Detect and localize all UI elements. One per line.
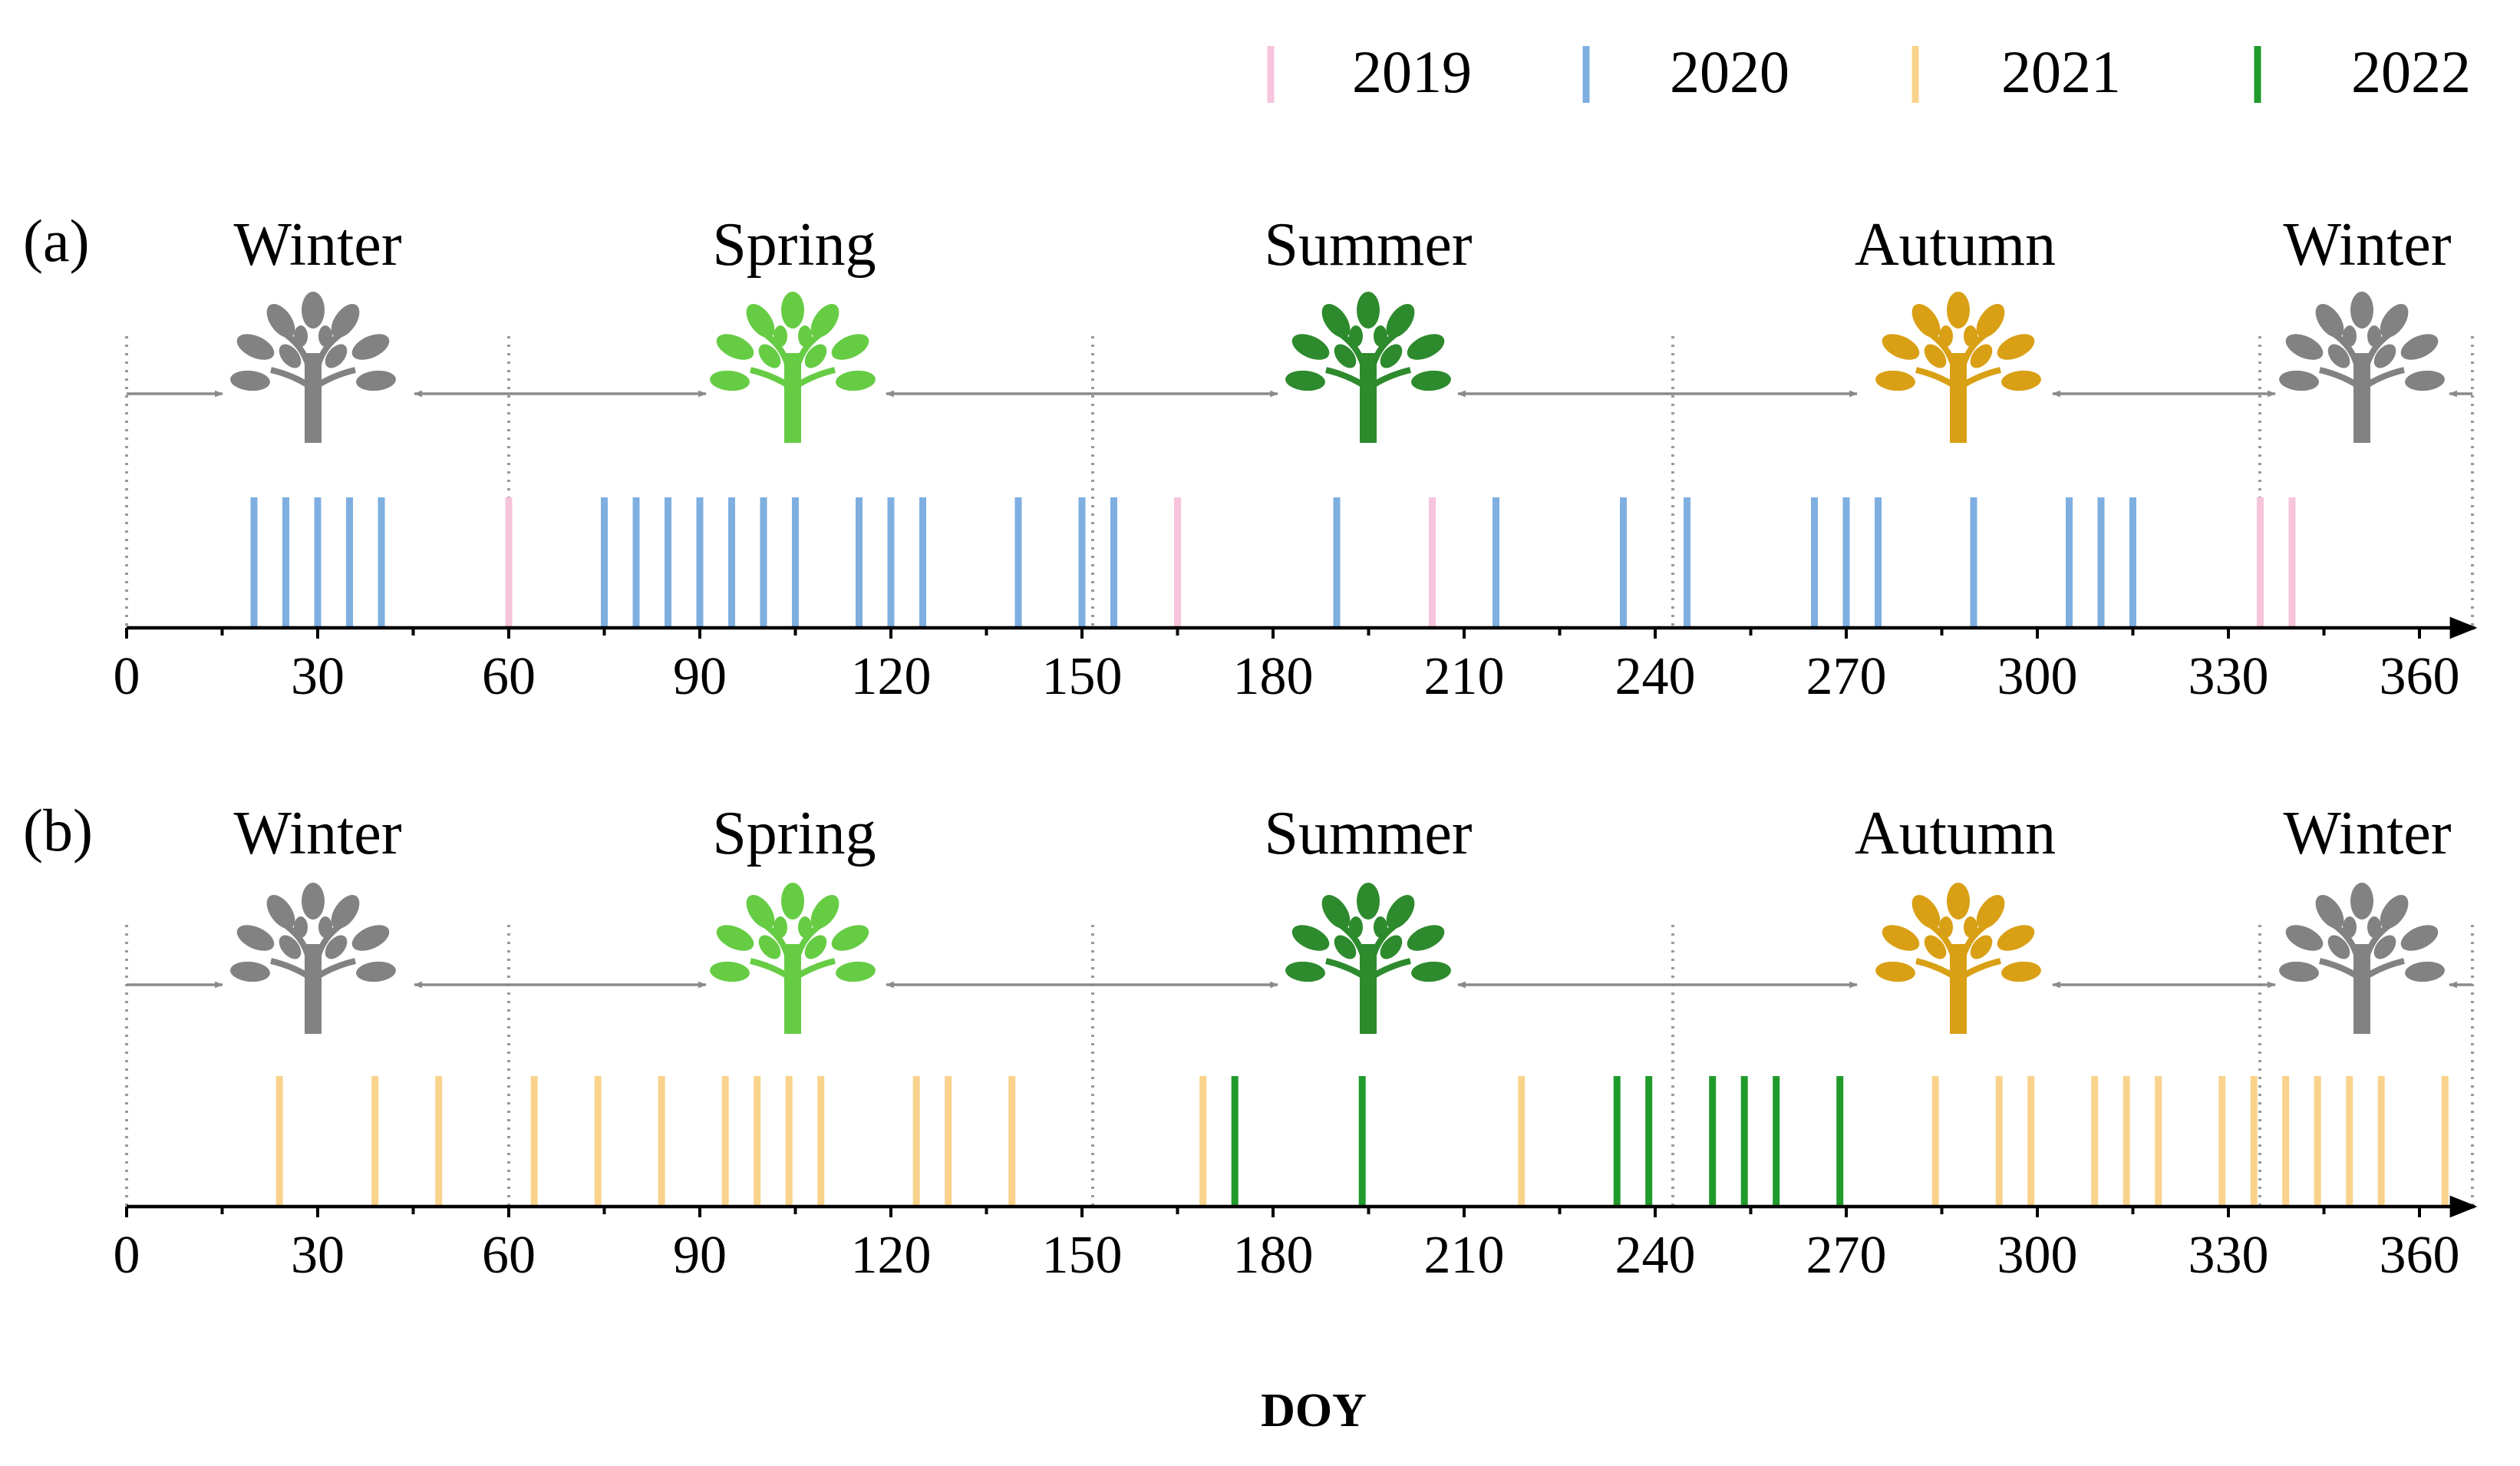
x-tick-label: 270 [1806, 1226, 1887, 1285]
tree-light-green-icon [709, 292, 876, 443]
legend-item-2022: 2022 [2254, 38, 2471, 105]
x-tick-label: 60 [482, 647, 536, 706]
season-label-autumn: Autumn [1855, 800, 2056, 867]
x-axis: 0 30 60 90 120 150 180 210 240 270 300 330 360 [114, 616, 2478, 706]
x-tick-label: 360 [2380, 1226, 2460, 1285]
legend-item-2021: 2021 [1911, 38, 2121, 105]
x-tick-label: 180 [1233, 647, 1314, 706]
season-trees [229, 883, 2446, 1034]
tree-gray-icon [229, 292, 397, 443]
season-trees [229, 292, 2446, 443]
x-axis-title: DOY [1261, 1385, 1367, 1437]
x-tick-label: 240 [1615, 1226, 1696, 1285]
x-tick-label: 90 [673, 647, 727, 706]
x-tick-label: 330 [2189, 1226, 2269, 1285]
x-tick-label: 120 [851, 1226, 932, 1285]
season-label-spring: Spring [712, 211, 876, 279]
x-tick-label: 30 [291, 1226, 345, 1285]
tree-gray-icon [2278, 292, 2446, 443]
panel-b: (b) Winter Spring Summer Autumn Winter [23, 797, 2478, 1437]
legend-item-2020: 2020 [1582, 38, 1789, 105]
x-tick-label: 90 [673, 1226, 727, 1285]
x-tick-label: 150 [1042, 647, 1123, 706]
x-tick-label: 360 [2380, 647, 2460, 706]
x-tick-label: 0 [114, 1226, 140, 1285]
panel-label: (b) [23, 797, 93, 863]
tree-orange-icon [1875, 883, 2042, 1034]
x-tick-label: 60 [482, 1226, 536, 1285]
legend-item-2019: 2019 [1267, 38, 1472, 105]
tree-orange-icon [1875, 292, 2042, 443]
season-boundaries [125, 336, 2474, 628]
season-label-spring: Spring [712, 800, 876, 867]
season-label-autumn: Autumn [1855, 211, 2056, 279]
legend-label-2022: 2022 [2351, 38, 2471, 105]
event-marks [250, 497, 2296, 628]
tree-gray-icon [2278, 883, 2446, 1034]
event-marks [275, 1076, 2449, 1207]
x-tick-label: 330 [2189, 647, 2269, 706]
season-label-winter-end: Winter [2284, 800, 2452, 867]
season-labels: Winter Spring Summer Autumn Winter [234, 800, 2452, 867]
season-label-winter-start: Winter [234, 211, 402, 279]
legend: 2019 2020 2021 2022 [1267, 38, 2471, 105]
season-label-summer: Summer [1264, 800, 1472, 867]
x-axis: 0 30 60 90 120 150 180 210 240 270 300 330 360 [114, 1195, 2478, 1285]
x-tick-label: 0 [114, 647, 140, 706]
x-tick-label: 30 [291, 647, 345, 706]
panel-label: (a) [23, 207, 90, 274]
season-label-summer: Summer [1264, 211, 1472, 279]
tree-dark-green-icon [1285, 292, 1452, 443]
x-tick-label: 300 [1997, 647, 2078, 706]
legend-label-2020: 2020 [1670, 38, 1789, 105]
tree-dark-green-icon [1285, 883, 1452, 1034]
x-tick-label: 270 [1806, 647, 1887, 706]
tree-gray-icon [229, 883, 397, 1034]
panel-a: (a) Winter Spring Summer Autumn Winter [23, 207, 2478, 706]
tree-light-green-icon [709, 883, 876, 1034]
season-label-winter-start: Winter [234, 800, 402, 867]
season-label-winter-end: Winter [2284, 211, 2452, 279]
season-labels: Winter Spring Summer Autumn Winter [234, 211, 2452, 279]
legend-label-2019: 2019 [1352, 38, 1472, 105]
x-tick-label: 120 [851, 647, 932, 706]
x-tick-label: 300 [1997, 1226, 2078, 1285]
x-tick-label: 240 [1615, 647, 1696, 706]
x-tick-label: 180 [1233, 1226, 1314, 1285]
x-tick-label: 210 [1424, 1226, 1505, 1285]
legend-label-2021: 2021 [2001, 38, 2121, 105]
x-tick-label: 150 [1042, 1226, 1123, 1285]
x-tick-label: 210 [1424, 647, 1505, 706]
